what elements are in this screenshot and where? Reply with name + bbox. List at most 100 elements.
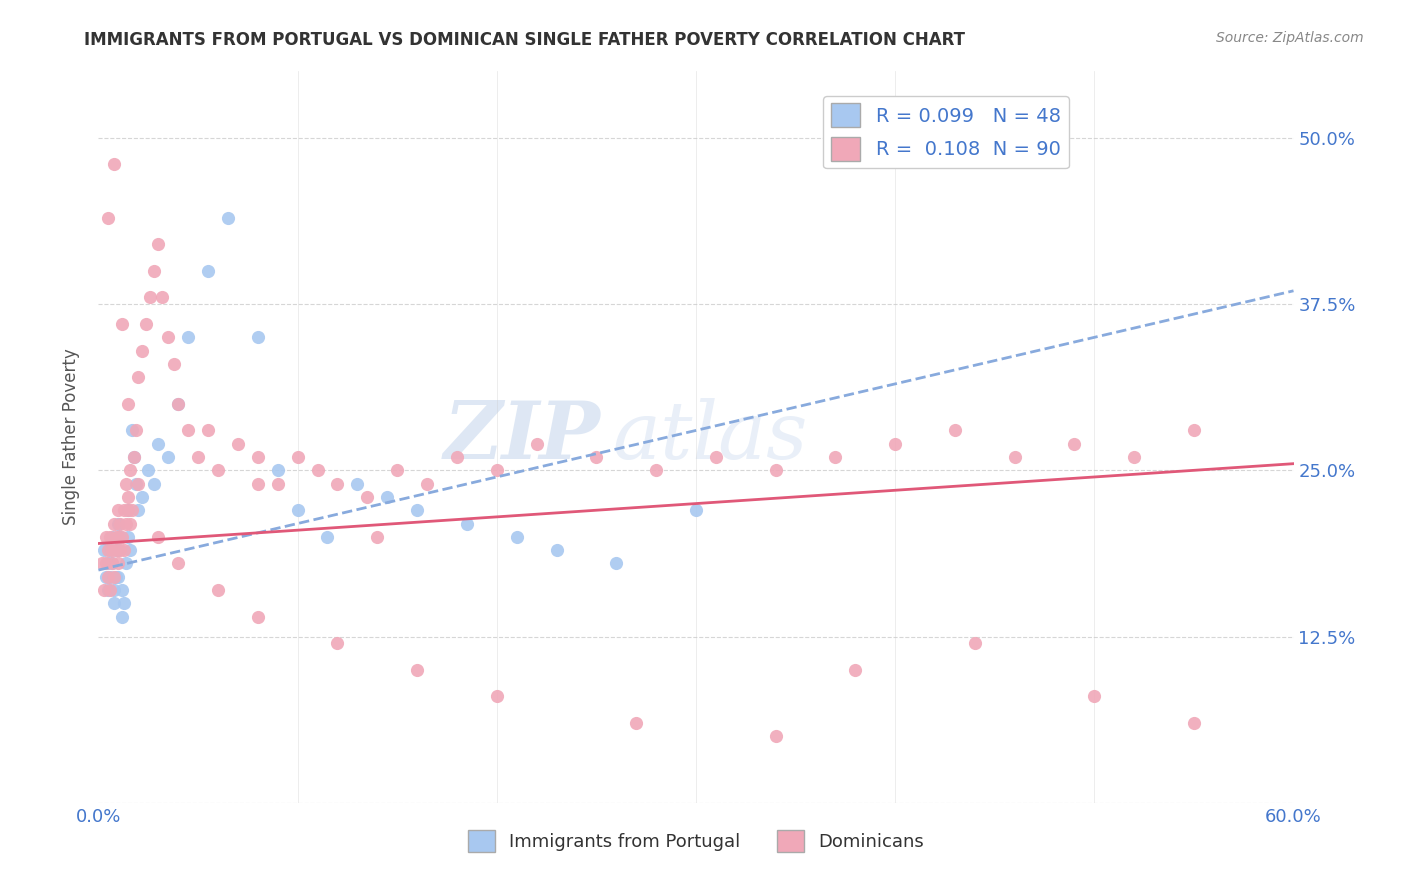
Point xyxy=(287,450,309,464)
Point xyxy=(131,343,153,358)
Point xyxy=(111,317,134,331)
Point xyxy=(375,490,398,504)
Point xyxy=(485,690,508,704)
Point xyxy=(101,543,124,558)
Point xyxy=(91,557,114,571)
Point xyxy=(110,543,132,558)
Point xyxy=(103,582,125,597)
Point xyxy=(121,424,143,438)
Point xyxy=(167,397,190,411)
Point xyxy=(105,543,128,558)
Point xyxy=(197,424,219,438)
Point xyxy=(207,582,229,597)
Point xyxy=(105,530,128,544)
Text: Source: ZipAtlas.com: Source: ZipAtlas.com xyxy=(1216,31,1364,45)
Point xyxy=(117,503,139,517)
Point xyxy=(267,476,290,491)
Point xyxy=(346,476,368,491)
Point xyxy=(105,543,128,558)
Point xyxy=(107,570,129,584)
Point xyxy=(1182,424,1205,438)
Point xyxy=(107,516,129,531)
Point xyxy=(1182,716,1205,731)
Point xyxy=(125,424,148,438)
Point xyxy=(416,476,439,491)
Point xyxy=(97,557,120,571)
Point xyxy=(177,330,200,344)
Point xyxy=(157,330,180,344)
Point xyxy=(246,476,269,491)
Y-axis label: Single Father Poverty: Single Father Poverty xyxy=(62,349,80,525)
Point xyxy=(117,397,139,411)
Point xyxy=(103,596,125,610)
Point xyxy=(326,636,349,650)
Point xyxy=(120,543,142,558)
Point xyxy=(267,463,290,477)
Point xyxy=(163,357,186,371)
Point xyxy=(246,450,269,464)
Point xyxy=(307,463,329,477)
Point xyxy=(96,570,118,584)
Point xyxy=(111,530,134,544)
Point xyxy=(366,530,388,544)
Point xyxy=(765,729,787,743)
Point xyxy=(96,557,118,571)
Point xyxy=(97,570,120,584)
Point xyxy=(844,663,866,677)
Point xyxy=(120,463,142,477)
Point xyxy=(1063,436,1085,450)
Point xyxy=(246,609,269,624)
Point xyxy=(207,463,229,477)
Point xyxy=(546,543,568,558)
Point xyxy=(127,476,149,491)
Point xyxy=(148,436,170,450)
Point xyxy=(120,516,142,531)
Point xyxy=(963,636,986,650)
Point xyxy=(143,476,166,491)
Point xyxy=(101,530,124,544)
Point xyxy=(103,570,125,584)
Point xyxy=(110,516,132,531)
Point xyxy=(197,264,219,278)
Point xyxy=(139,290,162,304)
Point xyxy=(107,543,129,558)
Point xyxy=(124,450,146,464)
Point xyxy=(98,530,122,544)
Point xyxy=(385,463,409,477)
Point xyxy=(226,436,249,450)
Point xyxy=(97,543,120,558)
Point xyxy=(148,237,170,252)
Point xyxy=(103,157,125,171)
Point xyxy=(121,503,143,517)
Point xyxy=(246,330,269,344)
Point xyxy=(177,424,200,438)
Point xyxy=(526,436,548,450)
Point xyxy=(98,543,122,558)
Legend: Immigrants from Portugal, Dominicans: Immigrants from Portugal, Dominicans xyxy=(461,823,931,860)
Point xyxy=(356,490,378,504)
Point xyxy=(765,463,787,477)
Point xyxy=(1123,450,1146,464)
Point xyxy=(187,450,209,464)
Point xyxy=(117,503,139,517)
Point xyxy=(1083,690,1105,704)
Point xyxy=(103,516,125,531)
Point xyxy=(115,557,138,571)
Point xyxy=(167,557,190,571)
Point xyxy=(101,557,124,571)
Point xyxy=(112,596,135,610)
Point xyxy=(127,503,149,517)
Point xyxy=(167,397,190,411)
Point xyxy=(93,582,115,597)
Point xyxy=(406,663,429,677)
Point xyxy=(107,503,129,517)
Point xyxy=(93,543,115,558)
Point xyxy=(111,582,134,597)
Point xyxy=(107,530,129,544)
Point xyxy=(143,264,166,278)
Point xyxy=(112,503,135,517)
Point xyxy=(326,476,349,491)
Point xyxy=(110,530,132,544)
Point xyxy=(626,716,648,731)
Point xyxy=(127,370,149,384)
